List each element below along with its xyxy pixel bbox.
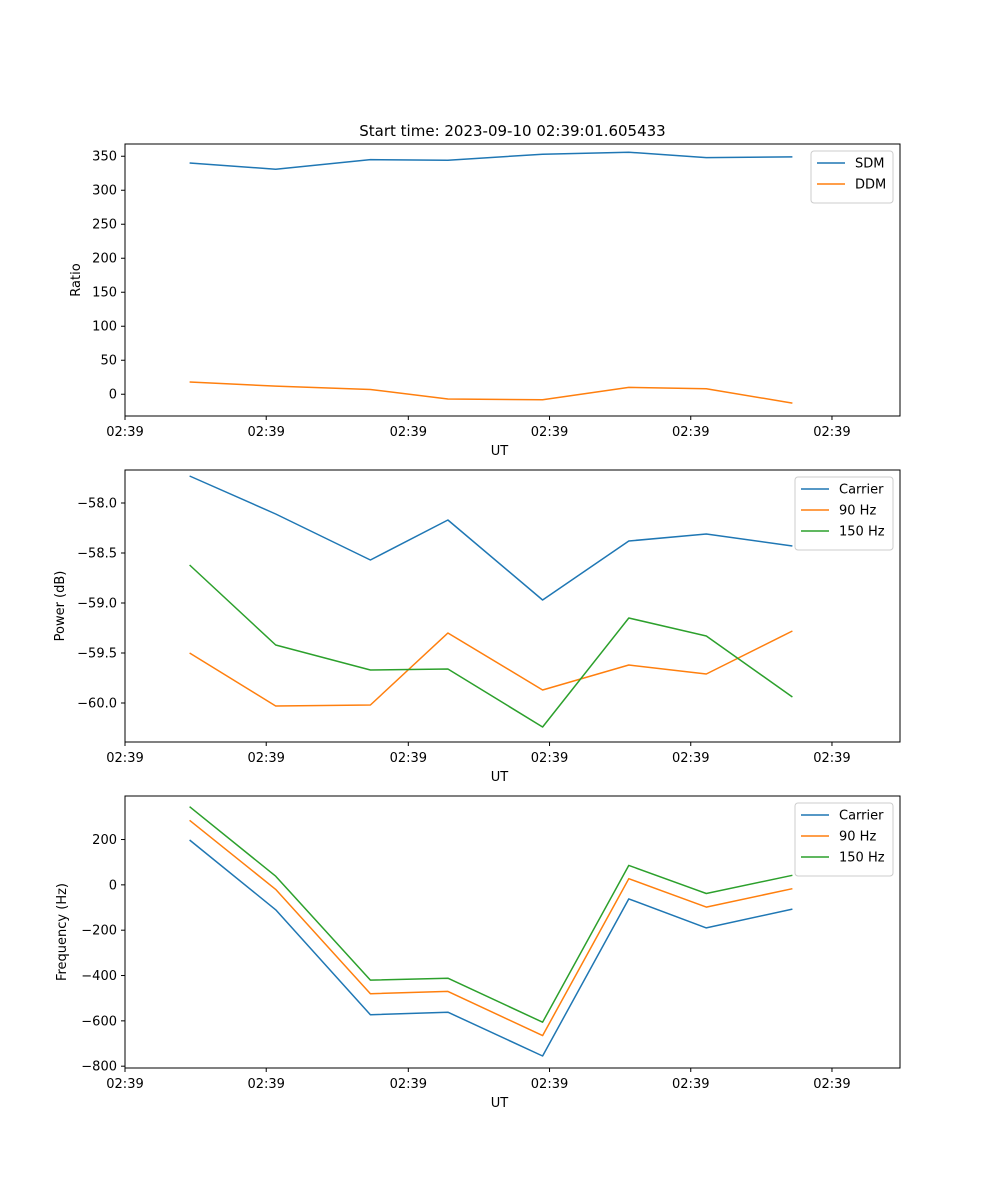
- series-line-150-hz: [189, 564, 793, 728]
- y-tick-label: 100: [92, 320, 117, 335]
- plot-area-frame: [124, 469, 901, 743]
- series-line-90-hz: [189, 630, 793, 707]
- legend-label: 150 Hz: [839, 525, 885, 540]
- y-axis-label: Power (dB): [53, 571, 68, 642]
- y-tick-label: 200: [92, 252, 117, 267]
- y-tick-label: −400: [81, 969, 117, 984]
- x-tick-label: 02:39: [813, 751, 850, 766]
- series-line-sdm: [189, 151, 793, 170]
- y-tick-label: 300: [92, 184, 117, 199]
- series-line-carrier: [189, 839, 793, 1057]
- y-tick-label: 200: [92, 833, 117, 848]
- y-tick-label: −200: [81, 924, 117, 939]
- legend-label: Carrier: [839, 809, 884, 824]
- x-tick-label: 02:39: [106, 425, 143, 440]
- y-tick-label: −59.5: [77, 647, 117, 662]
- series-line-ddm: [189, 381, 793, 404]
- legend-label: 150 Hz: [839, 851, 885, 866]
- y-tick-label: 0: [109, 878, 117, 893]
- x-tick-label: 02:39: [247, 751, 284, 766]
- series-line-carrier: [189, 475, 793, 601]
- x-tick-label: 02:39: [247, 1077, 284, 1092]
- y-tick-label: −600: [81, 1014, 117, 1029]
- x-tick-label: 02:39: [390, 1077, 427, 1092]
- y-axis-label: Frequency (Hz): [55, 883, 70, 981]
- legend-label: 90 Hz: [839, 830, 876, 845]
- legend-label: SDM: [855, 157, 884, 172]
- y-tick-label: −60.0: [77, 697, 117, 712]
- x-axis-label: UT: [491, 444, 509, 459]
- series-line-90-hz: [189, 819, 793, 1037]
- chart-title: Start time: 2023-09-10 02:39:01.605433: [359, 122, 665, 140]
- legend-box: [810, 150, 894, 204]
- legend-label: 90 Hz: [839, 504, 876, 519]
- y-tick-label: −59.0: [77, 597, 117, 612]
- legend: SDM DDM: [810, 150, 894, 204]
- x-tick-label: 02:39: [247, 425, 284, 440]
- legend: Carrier 90 Hz 150 Hz: [794, 802, 894, 877]
- frequency-subplot: 02:39 02:39 02:39 02:39 02:39 02:39 −800 −600 −4…: [55, 795, 901, 1111]
- x-tick-label: 02:39: [813, 425, 850, 440]
- ratio-subplot: 02:39 02:39 02:39 02:39 02:39 02:39 0 50 100 150 2…: [69, 143, 901, 459]
- x-tick-label: 02:39: [672, 1077, 709, 1092]
- x-tick-label: 02:39: [531, 751, 568, 766]
- y-tick-label: 250: [92, 218, 117, 233]
- legend-label: DDM: [855, 178, 886, 193]
- y-tick-label: 0: [109, 388, 117, 403]
- x-axis-label: UT: [491, 1096, 509, 1111]
- y-tick-label: −58.0: [77, 497, 117, 512]
- x-tick-label: 02:39: [672, 425, 709, 440]
- x-tick-label: 02:39: [106, 1077, 143, 1092]
- y-tick-label: 350: [92, 150, 117, 165]
- x-tick-label: 02:39: [106, 751, 143, 766]
- y-tick-label: −800: [81, 1060, 117, 1075]
- y-tick-label: 50: [100, 354, 117, 369]
- plot-area-frame: [124, 143, 901, 417]
- legend: Carrier 90 Hz 150 Hz: [794, 476, 894, 551]
- power-subplot: 02:39 02:39 02:39 02:39 02:39 02:39 −60.0 −59.5…: [53, 469, 901, 785]
- x-tick-label: 02:39: [531, 425, 568, 440]
- x-tick-label: 02:39: [672, 751, 709, 766]
- x-tick-label: 02:39: [390, 425, 427, 440]
- series-line-150-hz: [189, 806, 793, 1023]
- y-axis-label: Ratio: [69, 263, 84, 296]
- y-tick-label: −58.5: [77, 547, 117, 562]
- x-axis-label: UT: [491, 770, 509, 785]
- x-tick-label: 02:39: [390, 751, 427, 766]
- legend-label: Carrier: [839, 483, 884, 498]
- y-tick-label: 150: [92, 286, 117, 301]
- x-tick-label: 02:39: [813, 1077, 850, 1092]
- plot-area-frame: [124, 795, 901, 1069]
- x-tick-label: 02:39: [531, 1077, 568, 1092]
